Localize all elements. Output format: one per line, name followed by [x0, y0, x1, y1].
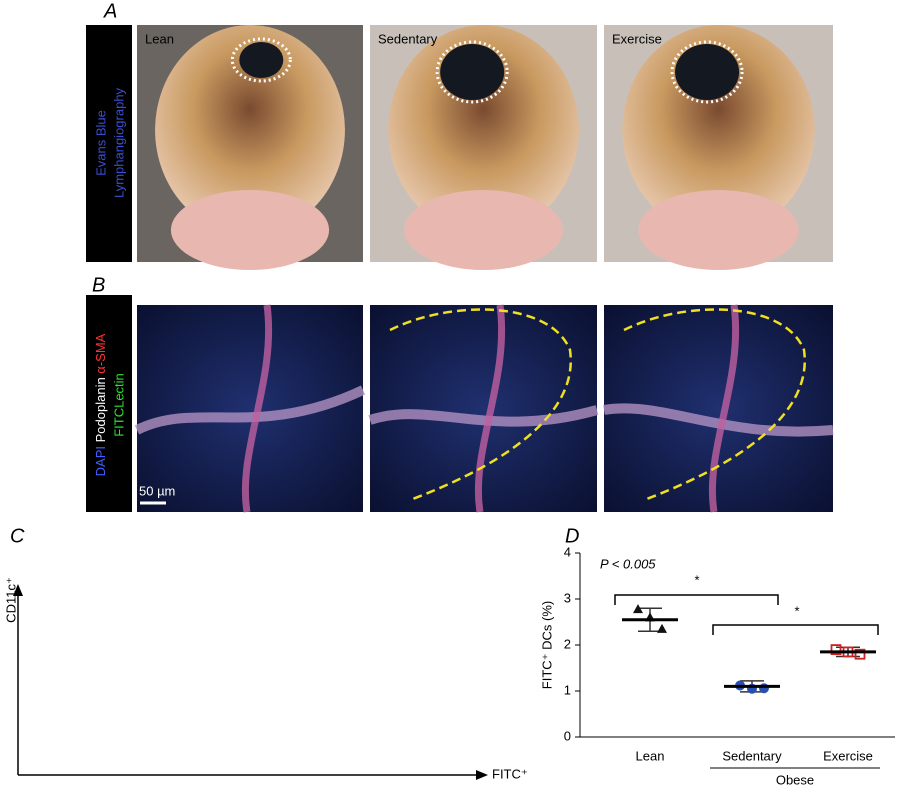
injection-site [239, 42, 284, 78]
ear [155, 25, 345, 235]
x-tick-label: Lean [636, 748, 665, 763]
point [759, 683, 769, 694]
vessel [241, 304, 273, 513]
bracket [712, 624, 879, 635]
point [830, 644, 842, 655]
bracket [614, 594, 779, 605]
significance: * [694, 572, 699, 587]
vessel [708, 304, 740, 513]
group-label: Obese [776, 772, 814, 787]
significance: * [794, 603, 799, 618]
label-strip [86, 25, 132, 262]
injection-site [440, 44, 505, 100]
boundary [389, 308, 572, 502]
side-label: Lymphangiography [111, 87, 126, 198]
boundary [623, 308, 806, 502]
stain: DAPI [93, 446, 108, 476]
outline [435, 40, 509, 104]
side-label: DAPI Podoplanin α-SMA [93, 333, 108, 476]
photo-label: Sedentary [378, 31, 438, 46]
vessel [134, 385, 366, 435]
y-tick-label: 3 [564, 590, 571, 605]
outline [230, 37, 292, 83]
panel-letter: C [10, 525, 25, 547]
skin [170, 190, 330, 270]
axis-label: CD11c⁺ [3, 577, 18, 623]
y-tick-label: 4 [564, 544, 571, 559]
stain: α-SMA [93, 333, 108, 373]
y-tick-label: 1 [564, 682, 571, 697]
side-label: FITCLectin [111, 373, 126, 437]
injection-site [675, 44, 740, 100]
vessel [368, 405, 599, 427]
photo-label: Lean [145, 31, 174, 46]
arrow-head [476, 770, 488, 780]
panel-letter: D [565, 525, 579, 547]
y-tick-label: 0 [564, 728, 571, 743]
skin [404, 190, 563, 270]
micrograph [370, 305, 597, 512]
arrow-head [13, 584, 23, 596]
stain: Podoplanin [93, 377, 108, 442]
side-label: Evans Blue [93, 110, 108, 176]
point [854, 648, 866, 660]
point [633, 604, 643, 614]
y-axis-title: FITC⁺ DCs (%) [539, 601, 554, 689]
ear [388, 25, 579, 235]
panel-letter: A [103, 0, 117, 22]
x-tick-label: Exercise [823, 748, 873, 763]
skin [638, 190, 799, 270]
axis-label: FITC⁺ [492, 766, 528, 781]
photo-label: Exercise [612, 31, 662, 46]
vessel [603, 403, 834, 437]
outline [670, 40, 744, 104]
label-strip [86, 295, 132, 512]
scale-label: 50 µm [139, 483, 175, 498]
y-tick-label: 2 [564, 636, 571, 651]
panel-letter: B [92, 274, 105, 296]
point [657, 623, 667, 633]
ear [622, 25, 815, 235]
x-tick-label: Sedentary [722, 748, 782, 763]
vessel [474, 304, 506, 513]
annotation: P < 0.005 [600, 556, 656, 571]
